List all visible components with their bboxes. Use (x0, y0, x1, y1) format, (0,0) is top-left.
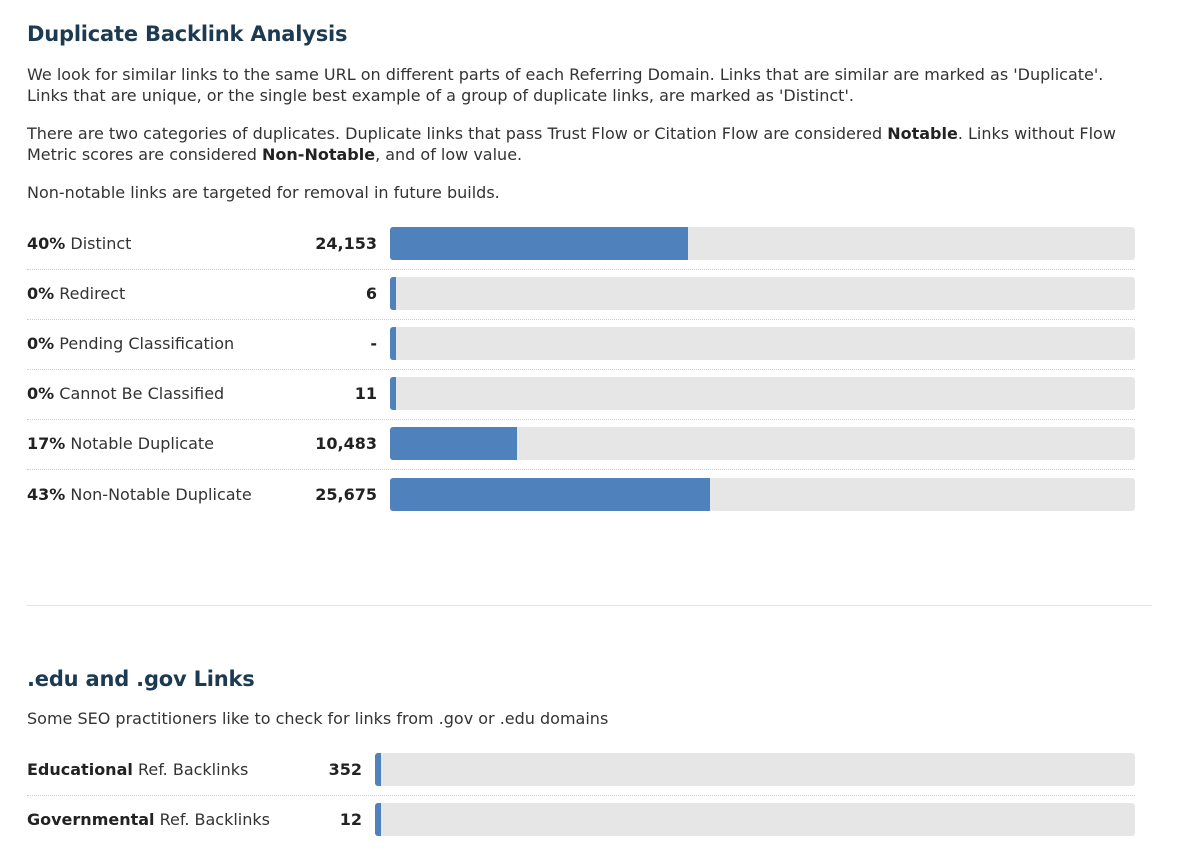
breakdown-bar-track (390, 227, 1135, 260)
edu-row-governmental: Governmental Ref. Backlinks 12 (27, 795, 1135, 845)
edu-gov-type: Governmental (27, 810, 155, 829)
breakdown-row-cannot-classify: 0% Cannot Be Classified 11 (27, 369, 1135, 420)
categories-text-part: , and of low value. (375, 145, 523, 164)
breakdown-bar-fill (390, 327, 396, 360)
edu-gov-section-title: .edu and .gov Links (27, 667, 255, 691)
edu-gov-count: 12 (339, 810, 362, 829)
breakdown-bar-fill (390, 427, 517, 460)
breakdown-bar-fill (390, 478, 711, 511)
edu-gov-description: Some SEO practitioners like to check for… (27, 709, 609, 728)
edu-gov-label: Educational Ref. Backlinks (27, 760, 248, 779)
notable-term: Notable (887, 124, 958, 143)
breakdown-label: 40% Distinct (27, 234, 131, 253)
categories-text-part: . Links without Flow Metric scores are c… (27, 124, 1116, 164)
breakdown-bar-track (390, 277, 1135, 310)
breakdown-percent: 0% (27, 284, 55, 303)
breakdown-percent: 0% (27, 334, 55, 353)
breakdown-label: 17% Notable Duplicate (27, 434, 214, 453)
breakdown-row-redirect: 0% Redirect 6 (27, 269, 1135, 320)
breakdown-percent: 43% (27, 485, 66, 504)
breakdown-row-notable: 17% Notable Duplicate 10,483 (27, 419, 1135, 470)
edu-gov-suffix: Ref. Backlinks (159, 810, 270, 829)
edu-gov-bar-track (375, 803, 1135, 836)
breakdown-name: Redirect (59, 284, 126, 303)
breakdown-bar-fill (390, 277, 396, 310)
removal-note-text: Non-notable links are targeted for remov… (27, 183, 500, 202)
edu-gov-bar-track (375, 753, 1135, 786)
breakdown-percent: 0% (27, 384, 55, 403)
breakdown-count: 6 (365, 284, 377, 303)
breakdown-label: 43% Non-Notable Duplicate (27, 485, 252, 504)
edu-gov-label: Governmental Ref. Backlinks (27, 810, 270, 829)
duplicate-categories-text: There are two categories of duplicates. … (27, 123, 1127, 165)
edu-gov-bar-fill (375, 753, 381, 786)
edu-gov-count: 352 (328, 760, 362, 779)
breakdown-name: Non-Notable Duplicate (70, 485, 252, 504)
breakdown-bar-track (390, 478, 1135, 511)
breakdown-bar-track (390, 427, 1135, 460)
breakdown-percent: 40% (27, 234, 66, 253)
section-divider (27, 605, 1152, 606)
breakdown-name: Notable Duplicate (70, 434, 214, 453)
non-notable-term: Non-Notable (262, 145, 376, 164)
breakdown-row-distinct: 40% Distinct 24,153 (27, 219, 1135, 270)
breakdown-bar-track (390, 377, 1135, 410)
breakdown-count: 10,483 (315, 434, 377, 453)
breakdown-count: 24,153 (315, 234, 377, 253)
duplicate-section-title: Duplicate Backlink Analysis (27, 22, 348, 46)
breakdown-row-pending: 0% Pending Classification - (27, 319, 1135, 370)
edu-row-educational: Educational Ref. Backlinks 352 (27, 745, 1135, 796)
edu-gov-bar-fill (375, 803, 381, 836)
breakdown-count: - (370, 334, 377, 353)
edu-gov-suffix: Ref. Backlinks (137, 760, 249, 779)
breakdown-name: Pending Classification (59, 334, 235, 353)
breakdown-count: 11 (354, 384, 377, 403)
breakdown-count: 25,675 (315, 485, 377, 504)
breakdown-label: 0% Redirect (27, 284, 125, 303)
edu-gov-type: Educational (27, 760, 133, 779)
breakdown-label: 0% Pending Classification (27, 334, 234, 353)
categories-text-part: There are two categories of duplicates. … (27, 124, 888, 143)
breakdown-bar-track (390, 327, 1135, 360)
breakdown-bar-fill (390, 377, 396, 410)
breakdown-row-non-notable: 43% Non-Notable Duplicate 25,675 (27, 470, 1135, 520)
breakdown-name: Distinct (70, 234, 132, 253)
breakdown-label: 0% Cannot Be Classified (27, 384, 224, 403)
breakdown-percent: 17% (27, 434, 66, 453)
duplicate-intro-text: We look for similar links to the same UR… (27, 65, 1104, 105)
breakdown-bar-fill (390, 227, 688, 260)
breakdown-name: Cannot Be Classified (59, 384, 225, 403)
